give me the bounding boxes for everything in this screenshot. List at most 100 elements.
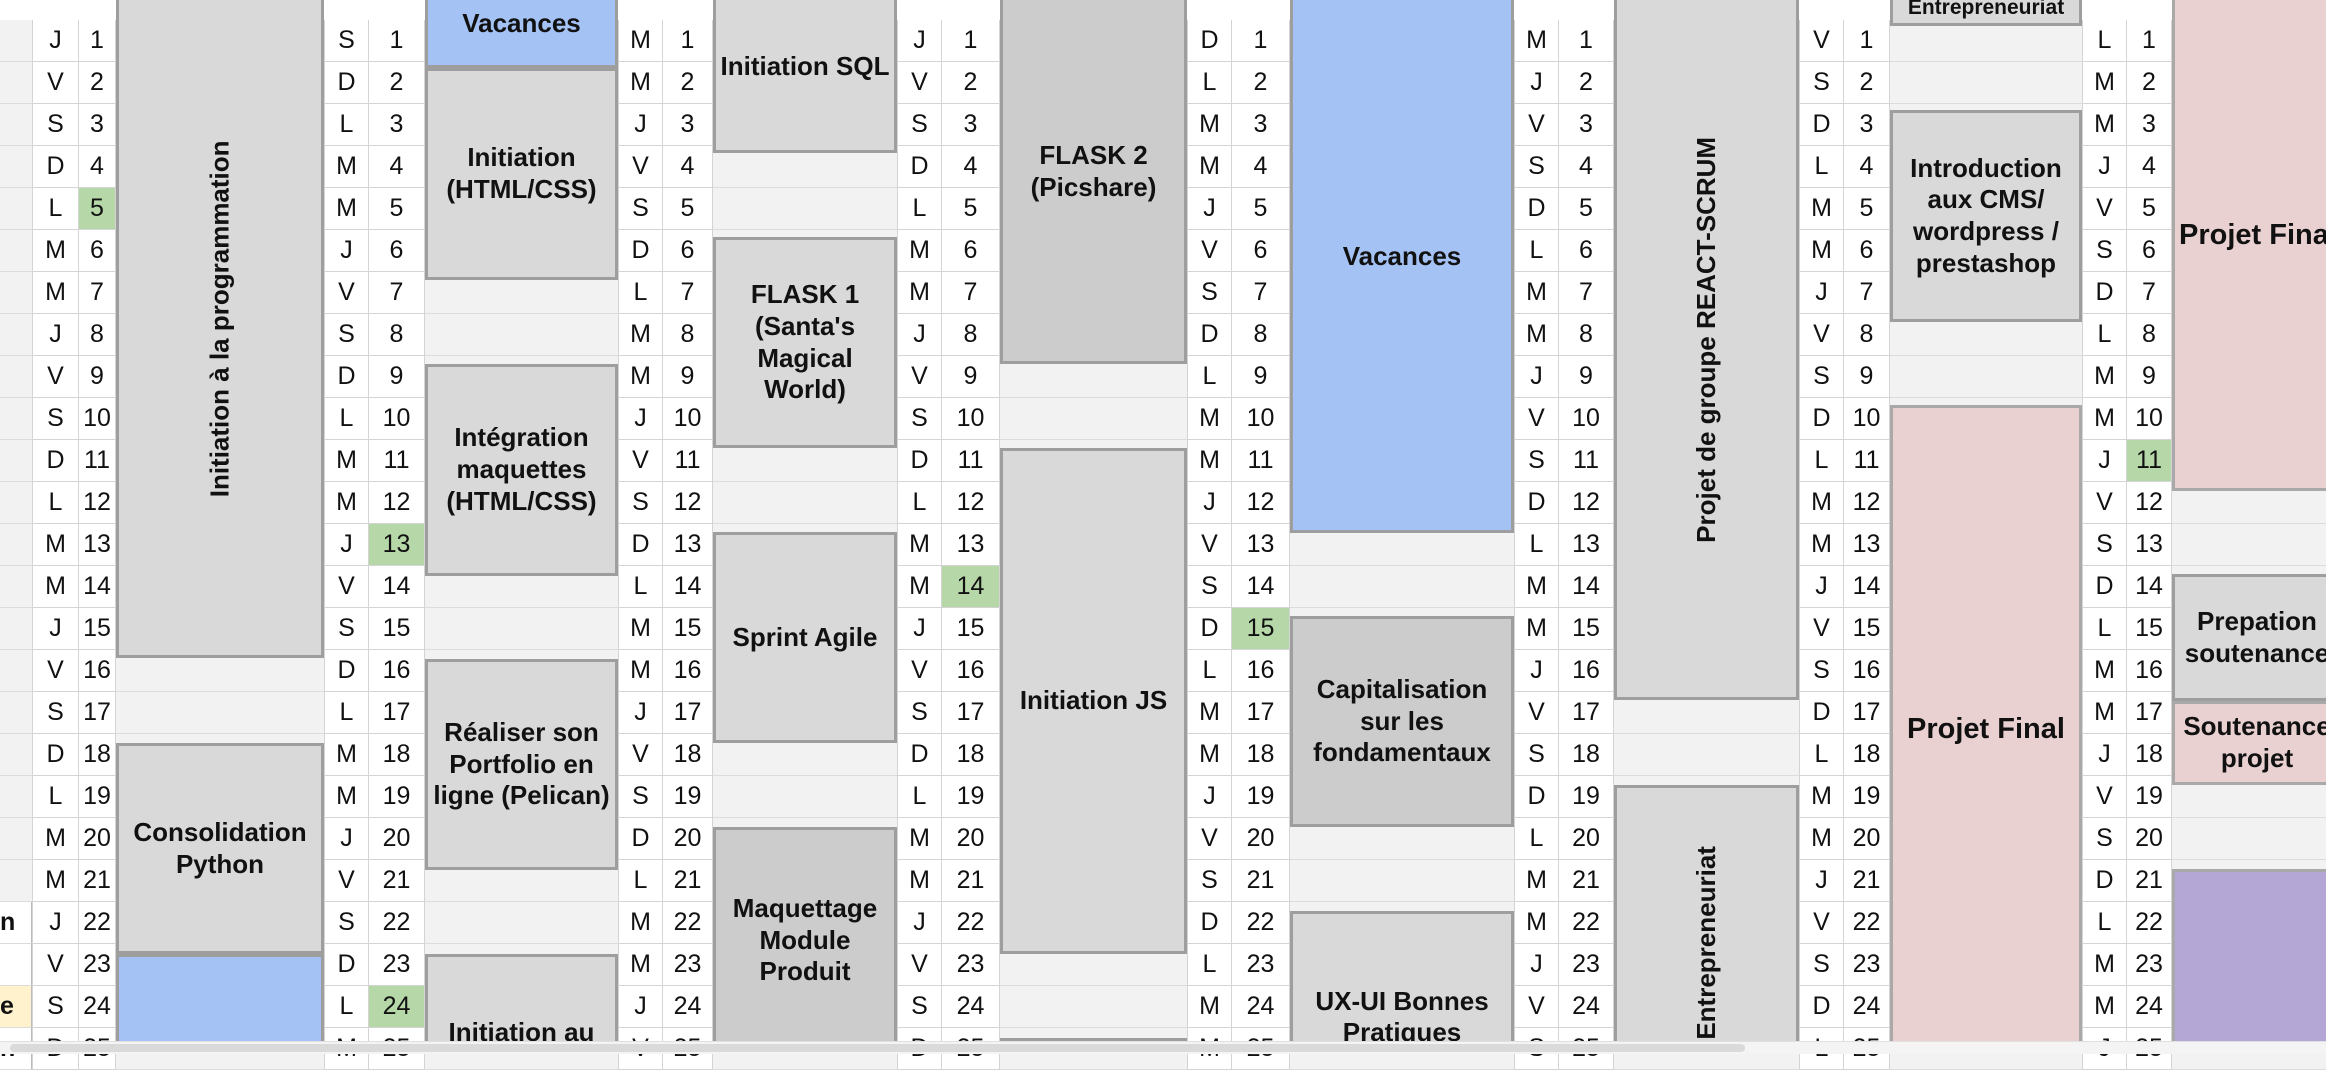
block-initiation-programmation[interactable]: Initiation à la programmation [116,0,324,658]
day-letter-cell[interactable]: M [1799,776,1844,818]
day-number-cell[interactable]: 9 [2127,356,2172,398]
day-number-cell[interactable]: 5 [79,188,116,230]
day-letter-cell[interactable]: V [1187,818,1232,860]
day-number-cell[interactable]: 10 [942,398,1000,440]
day-letter-cell[interactable]: D [32,440,79,482]
day-letter-cell[interactable]: M [618,20,663,62]
day-letter-cell[interactable]: L [1187,650,1232,692]
day-letter-cell[interactable]: L [2082,902,2127,944]
day-letter-cell[interactable]: D [1187,902,1232,944]
day-number-cell[interactable]: 14 [79,566,116,608]
day-number-cell[interactable]: 1 [1559,20,1614,62]
day-number-cell[interactable]: 8 [369,314,425,356]
block-soutenance-projet[interactable]: Soutenance projet [2172,701,2326,785]
day-letter-cell[interactable]: L [324,104,369,146]
block-purple-col8[interactable] [2172,869,2326,1054]
day-letter-cell[interactable]: V [32,356,79,398]
day-letter-cell[interactable]: D [1799,398,1844,440]
day-letter-cell[interactable]: V [324,272,369,314]
day-number-cell[interactable]: 22 [663,902,713,944]
day-letter-cell[interactable]: V [897,62,942,104]
day-number-cell[interactable]: 8 [79,314,116,356]
day-letter-cell[interactable]: M [324,188,369,230]
day-number-cell[interactable]: 20 [79,818,116,860]
day-letter-cell[interactable]: V [1799,20,1844,62]
day-letter-cell[interactable]: D [324,944,369,986]
empty-slot-cell[interactable] [713,188,897,230]
day-number-cell[interactable]: 12 [2127,482,2172,524]
day-number-cell[interactable]: 20 [942,818,1000,860]
empty-slot-cell[interactable] [1614,734,1799,776]
day-letter-cell[interactable]: M [618,650,663,692]
day-letter-cell[interactable]: M [1799,188,1844,230]
day-letter-cell[interactable]: L [32,776,79,818]
block-initiation-html-css[interactable]: Initiation (HTML/CSS) [425,68,618,280]
day-number-cell[interactable]: 17 [1844,692,1890,734]
day-number-cell[interactable]: 1 [1232,20,1290,62]
day-letter-cell[interactable]: D [1187,314,1232,356]
day-number-cell[interactable]: 16 [369,650,425,692]
day-number-cell[interactable]: 17 [942,692,1000,734]
day-number-cell[interactable]: 15 [369,608,425,650]
day-number-cell[interactable]: 9 [663,356,713,398]
day-letter-cell[interactable]: M [2082,986,2127,1028]
day-number-cell[interactable]: 11 [942,440,1000,482]
day-number-cell[interactable]: 17 [1232,692,1290,734]
day-letter-cell[interactable]: L [32,482,79,524]
day-number-cell[interactable]: 13 [1844,524,1890,566]
day-number-cell[interactable]: 6 [663,230,713,272]
day-letter-cell[interactable]: J [32,902,79,944]
day-number-cell[interactable]: 15 [1232,608,1290,650]
day-letter-cell[interactable]: S [1187,566,1232,608]
day-letter-cell[interactable]: S [324,314,369,356]
day-letter-cell[interactable]: S [618,776,663,818]
day-number-cell[interactable]: 11 [1232,440,1290,482]
day-number-cell[interactable]: 23 [942,944,1000,986]
day-letter-cell[interactable]: M [1514,20,1559,62]
day-letter-cell[interactable]: L [618,860,663,902]
day-letter-cell[interactable]: V [618,734,663,776]
day-number-cell[interactable]: 6 [942,230,1000,272]
day-number-cell[interactable]: 1 [2127,20,2172,62]
block-ux-ui-bonnes-pratiques[interactable]: UX-UI Bonnes Pratiques [1290,911,1514,1054]
day-number-cell[interactable]: 12 [1844,482,1890,524]
day-number-cell[interactable]: 11 [1559,440,1614,482]
day-letter-cell[interactable]: L [1514,818,1559,860]
day-number-cell[interactable]: 18 [663,734,713,776]
day-letter-cell[interactable]: L [1187,356,1232,398]
block-entrepreneuriat-col6[interactable]: Entrepreneuriat [1614,785,1799,1054]
day-number-cell[interactable]: 14 [1844,566,1890,608]
day-letter-cell[interactable]: L [2082,20,2127,62]
day-letter-cell[interactable]: J [1187,482,1232,524]
day-letter-cell[interactable]: V [1799,314,1844,356]
day-number-cell[interactable]: 20 [1559,818,1614,860]
day-letter-cell[interactable]: S [324,20,369,62]
block-integration-maquettes[interactable]: Intégration maquettes (HTML/CSS) [425,364,618,576]
block-vacances-col2[interactable]: Vacances [425,0,618,68]
day-letter-cell[interactable]: M [1187,440,1232,482]
day-number-cell[interactable]: 9 [1844,356,1890,398]
day-number-cell[interactable]: 17 [663,692,713,734]
empty-slot-cell[interactable] [1890,62,2082,104]
day-letter-cell[interactable]: M [2082,650,2127,692]
day-number-cell[interactable]: 21 [1844,860,1890,902]
day-letter-cell[interactable]: D [324,356,369,398]
day-number-cell[interactable]: 8 [1559,314,1614,356]
day-number-cell[interactable]: 3 [1844,104,1890,146]
day-letter-cell[interactable]: V [1514,986,1559,1028]
day-number-cell[interactable]: 6 [1559,230,1614,272]
day-letter-cell[interactable]: M [897,272,942,314]
day-number-cell[interactable]: 16 [1559,650,1614,692]
day-letter-cell[interactable]: D [2082,566,2127,608]
day-letter-cell[interactable]: L [1799,440,1844,482]
day-letter-cell[interactable]: M [324,734,369,776]
day-letter-cell[interactable]: L [2082,314,2127,356]
day-number-cell[interactable]: 13 [942,524,1000,566]
day-number-cell[interactable]: 6 [369,230,425,272]
day-number-cell[interactable]: 23 [79,944,116,986]
block-flask-1[interactable]: FLASK 1 (Santa's Magical World) [713,237,897,448]
horizontal-scrollbar[interactable] [0,1041,2326,1054]
empty-slot-cell[interactable] [1000,986,1187,1028]
day-number-cell[interactable]: 1 [79,20,116,62]
day-number-cell[interactable]: 8 [2127,314,2172,356]
